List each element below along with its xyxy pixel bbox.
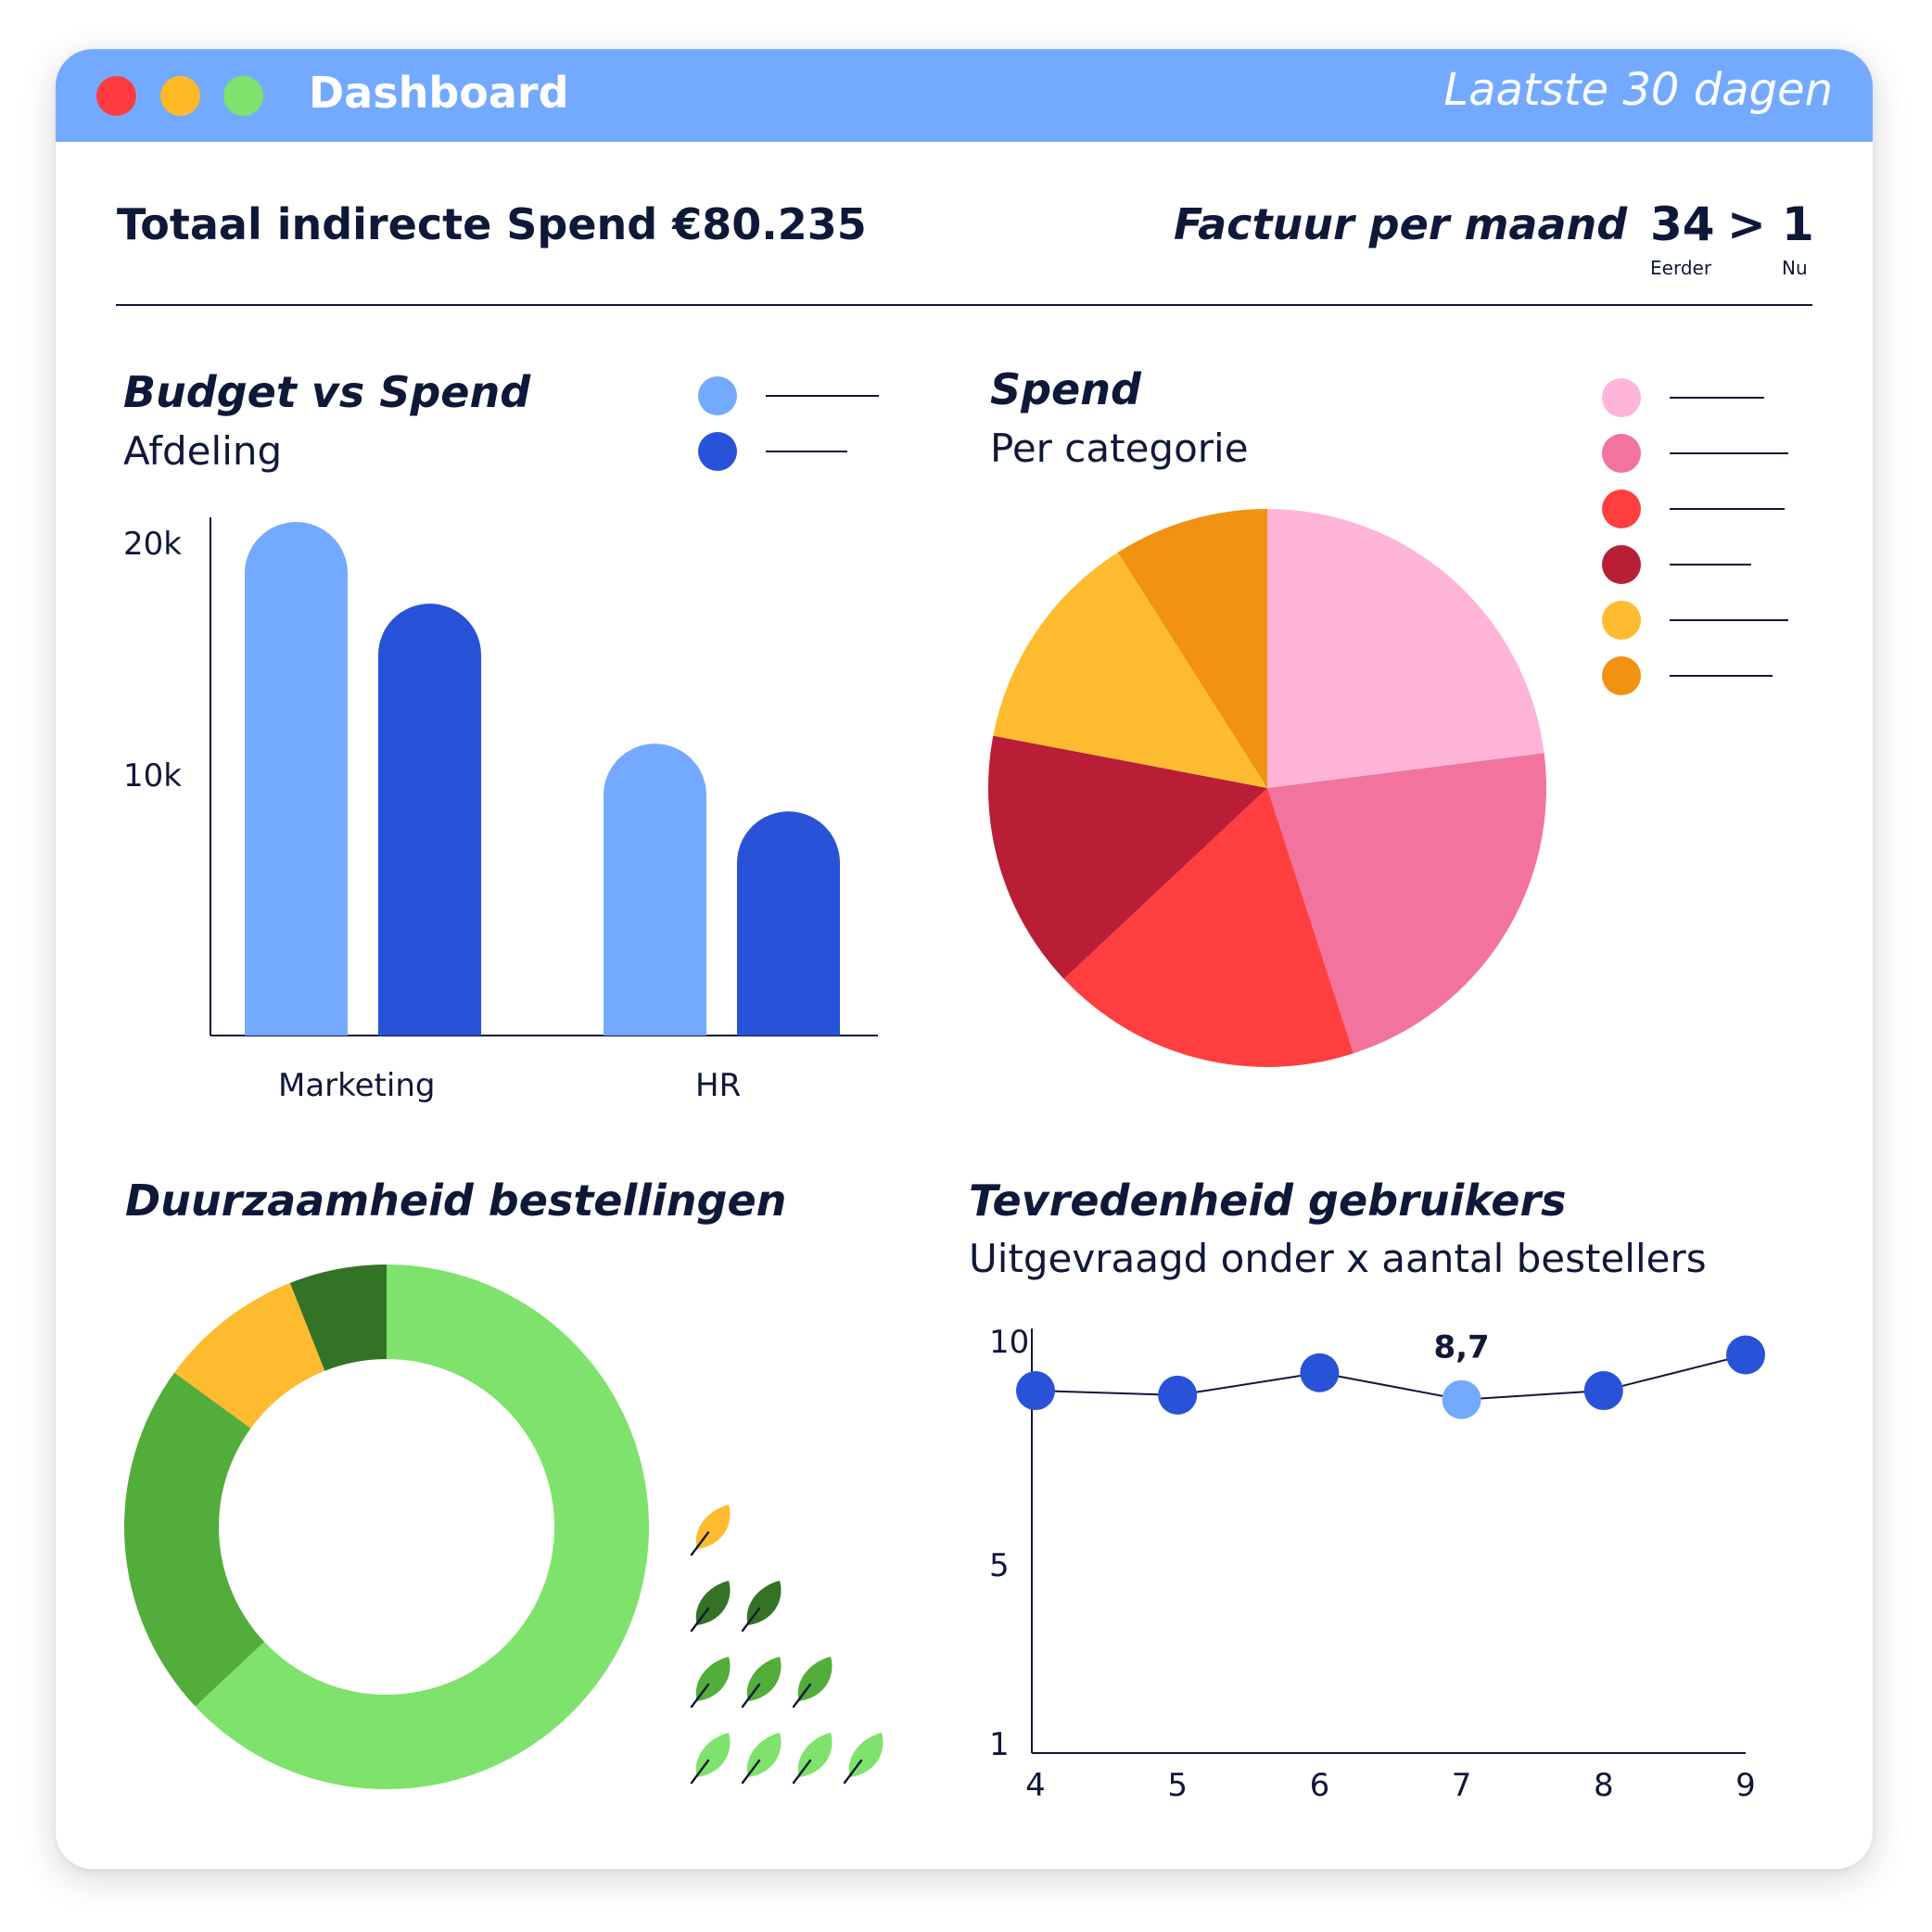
pie-legend-line-1	[1670, 452, 1788, 454]
spend-subtitle: Per categorie	[990, 426, 1249, 471]
leaf-icon	[690, 1733, 731, 1785]
leaf-icon	[741, 1657, 782, 1709]
pie-slice-2[interactable]	[1063, 788, 1354, 1067]
satisfaction-title: Tevredenheid gebruikers	[969, 1176, 1567, 1226]
bar-ytick-10k: 10k	[123, 757, 182, 794]
pie-legend-line-4	[1670, 619, 1788, 621]
pie-slice-4[interactable]	[993, 552, 1267, 788]
invoices-arrow: >	[1727, 197, 1766, 251]
pie-legend-swatch-4	[1602, 601, 1641, 640]
pie-slice-1[interactable]	[1267, 753, 1546, 1054]
pie-legend-line-0	[1670, 397, 1764, 399]
pie-legend-swatch-3	[1602, 545, 1641, 584]
pie-legend-swatch-1	[1602, 434, 1641, 473]
line-xtick-9: 9	[1735, 1767, 1756, 1804]
line-ytick-1: 1	[989, 1726, 1010, 1763]
period-selector[interactable]: Laatste 30 dagen	[1443, 64, 1833, 116]
pie-legend-line-3	[1670, 564, 1751, 566]
line-xtick-4: 4	[1025, 1767, 1046, 1804]
window-title: Dashboard	[309, 68, 569, 118]
satisfaction-line-chart: 10 5 14 5 6 7 8 9 8,7	[989, 1324, 1765, 1804]
bar-hr-series-0[interactable]	[604, 744, 706, 1036]
legend-swatch-budget	[698, 376, 737, 415]
donut-segment-2[interactable]	[174, 1282, 325, 1429]
legend-swatch-spend	[698, 432, 737, 471]
leaf-icon	[741, 1581, 782, 1633]
leaf-icon	[792, 1657, 833, 1709]
budget-subtitle: Afdeling	[123, 428, 283, 474]
line-xtick-7: 7	[1452, 1767, 1472, 1804]
budget-title: Budget vs Spend	[123, 367, 531, 417]
leaf-icon	[690, 1657, 731, 1709]
line-ytick-10: 10	[989, 1324, 1029, 1361]
leaf-icon	[690, 1581, 731, 1633]
bar-marketing-series-1[interactable]	[378, 604, 481, 1036]
donut-segment-1[interactable]	[124, 1372, 265, 1707]
pie-legend-line-2	[1670, 508, 1785, 510]
spend-title: Spend	[990, 364, 1141, 414]
line-point-5[interactable]	[1158, 1375, 1198, 1415]
line-series	[1035, 1354, 1747, 1401]
line-point-9[interactable]	[1726, 1335, 1765, 1375]
legend-line-spend	[766, 451, 847, 452]
pie-legend-swatch-5	[1602, 656, 1641, 695]
line-point-6[interactable]	[1300, 1353, 1340, 1392]
pie-legend-line-5	[1670, 675, 1773, 677]
line-xtick-6: 6	[1310, 1767, 1330, 1804]
pie-legend-swatch-0	[1602, 378, 1641, 417]
line-xtick-5: 5	[1167, 1767, 1188, 1804]
pie-slice-3[interactable]	[988, 735, 1267, 980]
donut-segment-3[interactable]	[289, 1265, 387, 1371]
header-divider	[116, 304, 1812, 306]
invoices-title: Factuur per maand	[1174, 199, 1628, 249]
bar-ytick-20k: 20k	[123, 526, 182, 563]
dashboard-window: Dashboard Laatste 30 dagen Totaal indire…	[56, 49, 1873, 1869]
legend-line-budget	[766, 395, 879, 397]
title-bar: Dashboard Laatste 30 dagen	[56, 49, 1873, 142]
pie-slice-0[interactable]	[1267, 509, 1544, 788]
close-window-button[interactable]	[96, 76, 136, 116]
bar-category-hr: HR	[695, 1067, 742, 1104]
sustainability-title: Duurzaamheid bestellingen	[125, 1176, 787, 1226]
invoices-now-label: Nu	[1782, 257, 1808, 279]
line-point-7[interactable]	[1442, 1379, 1481, 1419]
invoices-now-value: 1	[1782, 197, 1814, 251]
minimize-window-button[interactable]	[160, 76, 200, 116]
leaf-icon	[741, 1733, 782, 1785]
bar-hr-series-1[interactable]	[737, 811, 840, 1036]
total-spend: Totaal indirecte Spend €80.235	[117, 199, 867, 249]
bar-marketing-series-0[interactable]	[245, 522, 348, 1036]
pie-legend-swatch-2	[1602, 489, 1641, 528]
invoices-before-label: Eerder	[1650, 257, 1712, 279]
budget-bar-chart	[210, 517, 878, 1036]
bar-category-marketing: Marketing	[278, 1067, 436, 1104]
invoices-before-value: 34	[1650, 197, 1715, 251]
line-highlight-label: 8,7	[1433, 1329, 1489, 1366]
spend-pie-chart	[988, 509, 1546, 1067]
line-xtick-8: 8	[1594, 1767, 1614, 1804]
leaf-icon	[792, 1733, 833, 1785]
sustainability-donut-chart	[124, 1265, 650, 1789]
donut-segment-0[interactable]	[195, 1265, 650, 1789]
line-ytick-5: 5	[989, 1547, 1010, 1584]
line-point-4[interactable]	[1016, 1371, 1055, 1411]
line-point-8[interactable]	[1583, 1371, 1623, 1411]
leaf-icon	[843, 1733, 883, 1785]
leaf-icon	[690, 1505, 731, 1557]
satisfaction-subtitle: Uitgevraagd onder x aantal bestellers	[969, 1236, 1707, 1281]
pie-slice-5[interactable]	[1117, 509, 1267, 788]
maximize-window-button[interactable]	[223, 76, 263, 116]
